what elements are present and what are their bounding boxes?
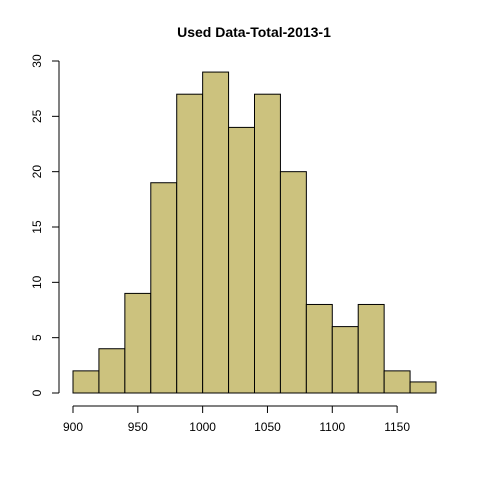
histogram-bar [98,348,126,394]
histogram-bar [72,370,100,394]
x-tick-label: 1000 [189,420,216,434]
x-tick-label: 1100 [319,420,345,434]
histogram-bar [305,303,333,394]
histogram-bar [176,93,204,394]
histogram-bar [279,171,307,394]
y-tick-label: 25 [30,109,44,123]
histogram-bar [383,370,411,394]
chart-title: Used Data-Total-2013-1 [177,24,331,40]
y-tick-label: 0 [30,389,44,396]
y-tick-label: 5 [30,334,44,341]
y-tick-label: 10 [30,275,44,289]
y-tick-label: 30 [30,54,44,68]
histogram-bar [254,93,281,394]
x-tick-label: 1050 [254,420,281,434]
histogram-bar [357,303,385,394]
histogram-bar [150,182,178,394]
histogram-bar [202,71,230,394]
x-tick-label: 1150 [384,420,410,434]
histogram-bar [228,126,255,394]
y-tick-label: 20 [30,165,44,179]
x-tick-label: 950 [128,420,148,434]
histogram-bar [124,292,152,394]
x-axis: 900 950 1000 1050 1100 1150 [63,405,410,434]
histogram-bar [409,381,437,394]
bars-group [72,71,437,394]
histogram-bar [331,326,359,394]
y-axis: 0 5 10 15 20 25 30 [30,54,60,396]
y-tick-label: 15 [30,220,44,234]
x-tick-label: 900 [63,420,83,434]
